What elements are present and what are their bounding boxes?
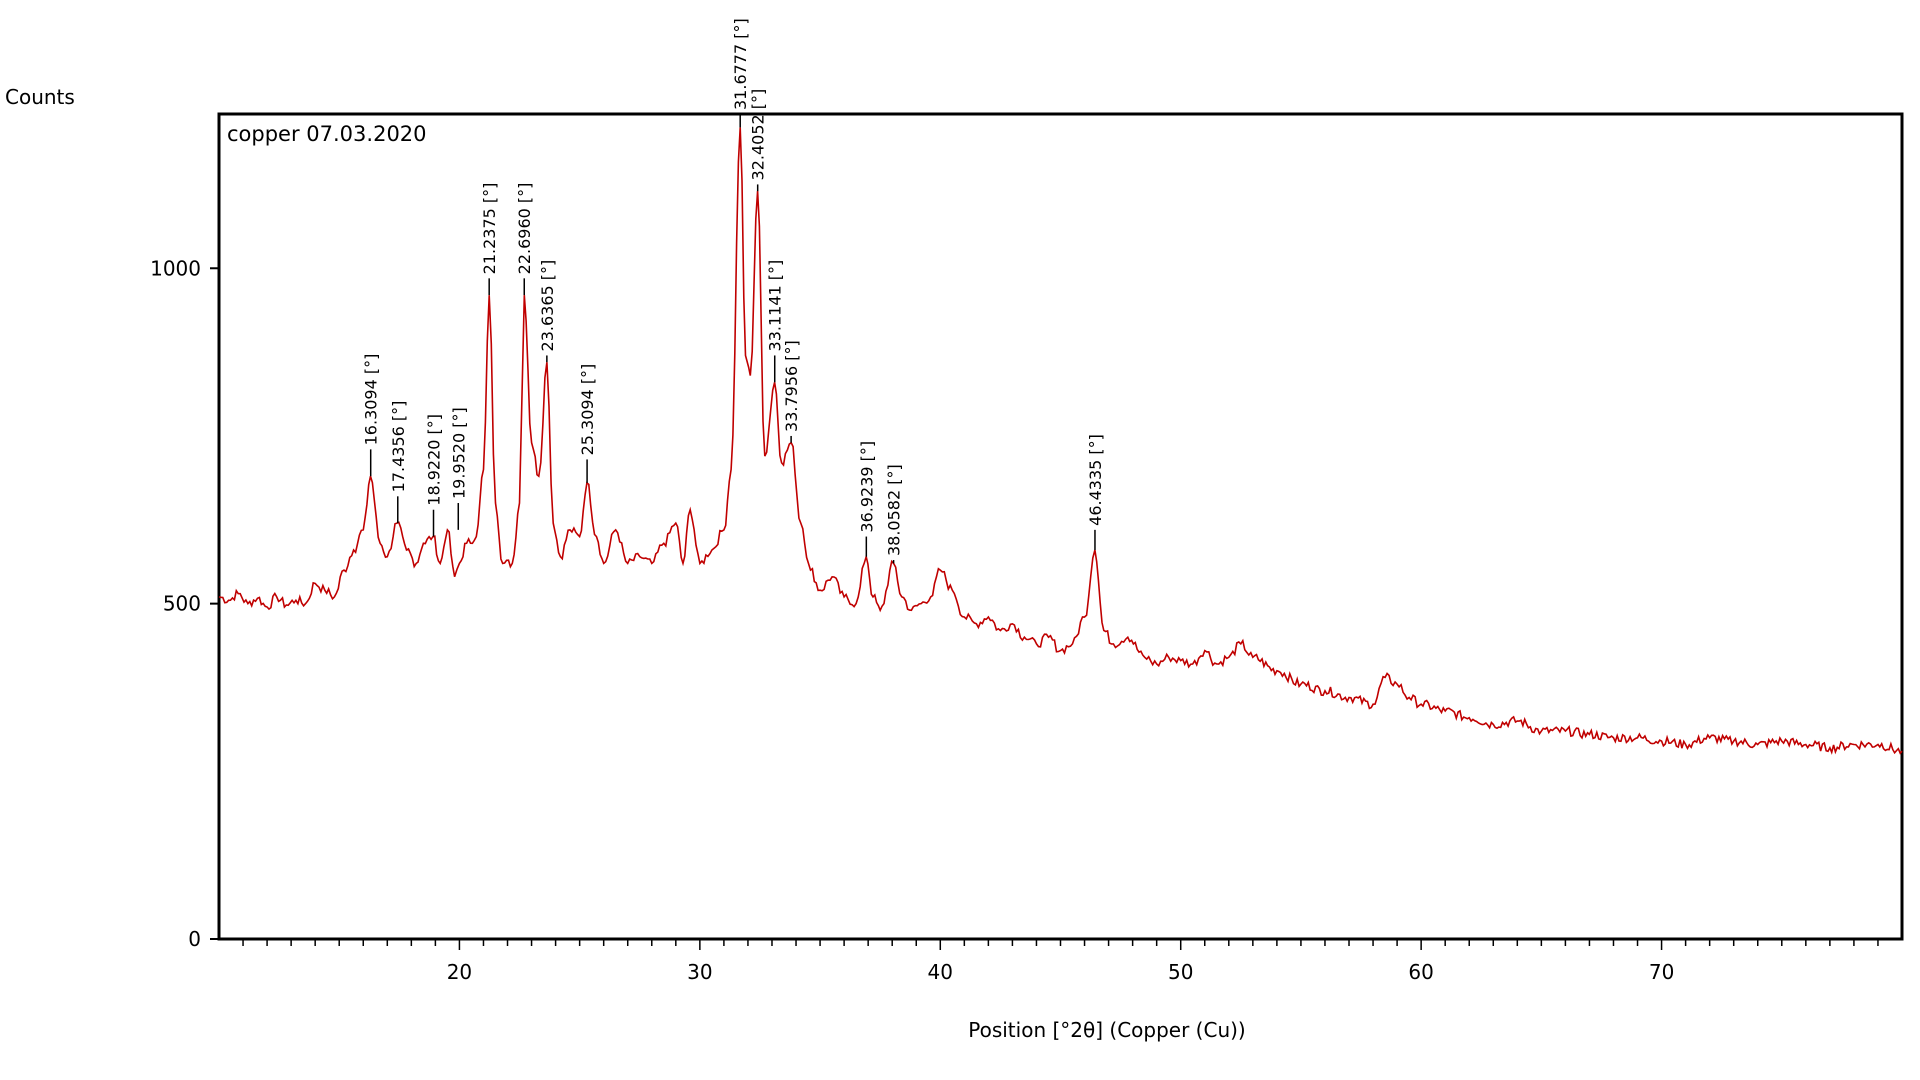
y-axis-label: Counts <box>5 85 75 109</box>
plot-frame <box>217 112 1904 941</box>
peak-label: 46.4335 [°] <box>1086 434 1105 526</box>
peak-label: 23.6365 [°] <box>538 260 557 352</box>
peak-label: 31.6777 [°] <box>731 18 750 110</box>
peak-label: 32.4052 [°] <box>749 89 768 181</box>
x-tick-label: 40 <box>928 960 953 984</box>
peak-label: 21.2375 [°] <box>480 183 499 275</box>
x-tick-label: 50 <box>1168 960 1193 984</box>
y-tick-label: 0 <box>188 927 201 951</box>
peak-label: 16.3094 [°] <box>362 354 381 446</box>
y-tick-label: 1000 <box>150 256 201 280</box>
peak-label: 38.0582 [°] <box>885 464 904 556</box>
x-tick-label: 70 <box>1649 960 1674 984</box>
peak-label: 17.4356 [°] <box>389 401 408 493</box>
y-axis: 0 500 1000 <box>150 256 219 951</box>
peak-label: 18.9220 [°] <box>425 414 444 506</box>
x-tick-label: 30 <box>687 960 712 984</box>
peak-label: 25.3094 [°] <box>578 364 597 456</box>
x-axis: 20 30 40 50 60 70 <box>242 939 1879 984</box>
x-axis-label: Position [°2θ] (Copper (Cu)) <box>968 1018 1245 1042</box>
x-tick-label: 60 <box>1408 960 1433 984</box>
y-tick-label: 500 <box>163 592 201 616</box>
peak-label: 33.1141 [°] <box>766 260 785 352</box>
peak-label: 33.7956 [°] <box>782 340 801 432</box>
x-tick-label: 20 <box>447 960 472 984</box>
diffraction-series-line <box>218 127 1903 755</box>
peak-annotations: 16.3094 [°] 17.4356 [°] 18.9220 [°] 19.9520… <box>362 18 1105 564</box>
peak-label: 19.9520 [°] <box>449 407 468 499</box>
peak-label: 36.9239 [°] <box>857 441 876 533</box>
peak-label: 22.6960 [°] <box>515 183 534 275</box>
sample-label: copper 07.03.2020 <box>227 122 427 146</box>
